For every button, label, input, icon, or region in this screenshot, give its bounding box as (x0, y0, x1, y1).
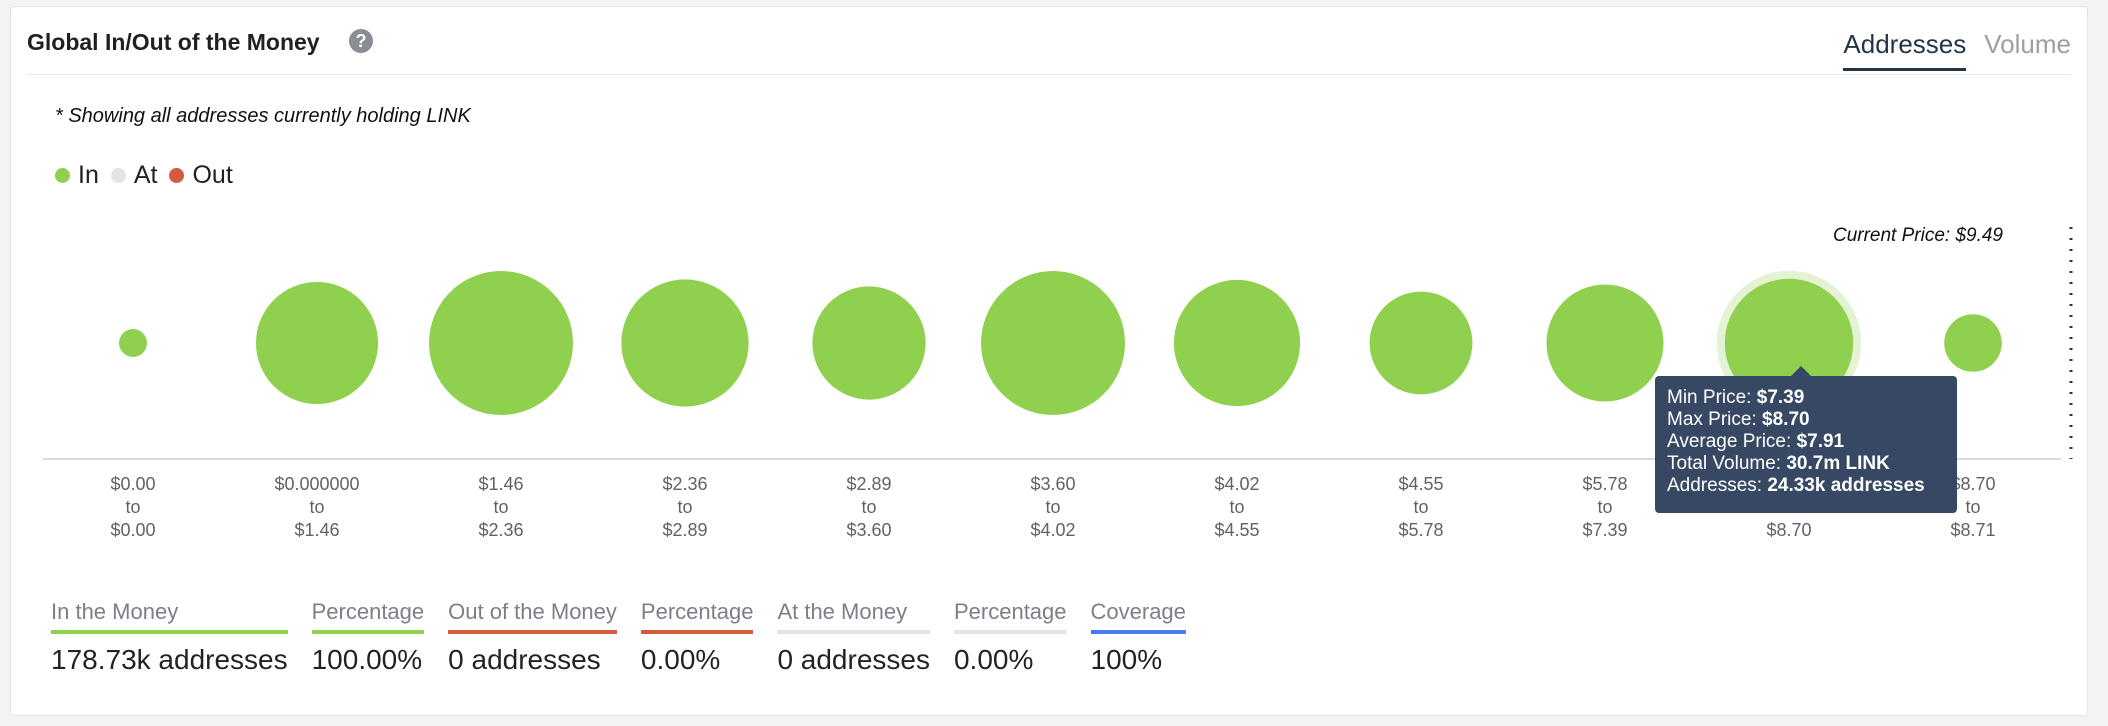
legend-dot-at (110, 168, 126, 183)
x-tick-label: $0.00 (110, 520, 155, 540)
in-out-money-panel: Global In/Out of the Money ? Addresses V… (10, 6, 2088, 716)
tooltip-min-price: Min Price: $7.39 (1667, 387, 1805, 408)
stat-value: 0.00% (953, 644, 1034, 675)
legend-item-at[interactable]: At (110, 161, 158, 190)
x-tick-label: $8.71 (1950, 520, 1995, 540)
x-tick-label: to (861, 497, 876, 517)
x-tick-label: $1.46 (294, 520, 339, 540)
stat-value: 0 addresses (448, 644, 601, 675)
x-tick-label: $8.70 (1766, 520, 1811, 540)
stat-value: 100.00% (311, 644, 423, 675)
stat-at-percentage: Percentage 0.00% (953, 599, 1067, 676)
header-divider (27, 74, 2071, 75)
stat-label: Coverage (1090, 599, 1186, 634)
bubble-1[interactable] (255, 281, 379, 405)
stat-value: 0 addresses (777, 644, 930, 675)
panel-header: Global In/Out of the Money ? Addresses V… (11, 7, 2087, 77)
stat-label: In the Money (51, 599, 288, 634)
stat-label: Out of the Money (448, 599, 617, 634)
x-tick-label: $4.02 (1030, 520, 1075, 540)
current-price-label: Current Price: $9.49 (1833, 225, 2003, 246)
x-tick-label: to (1045, 497, 1060, 517)
stat-label: Percentage (311, 599, 425, 634)
stat-in-the-money: In the Money 178.73k addresses (51, 599, 288, 676)
x-tick-label: $3.60 (1030, 474, 1075, 494)
x-tick-label: $2.36 (478, 520, 523, 540)
bubble-5[interactable] (981, 271, 1125, 415)
bubble-0[interactable] (119, 329, 147, 357)
tooltip-max-price: Max Price: $8.70 (1667, 409, 1810, 430)
bubble-8[interactable] (1546, 284, 1664, 402)
bubble-4[interactable] (812, 286, 926, 400)
question-circle-icon[interactable]: ? (349, 29, 373, 53)
tab-volume[interactable]: Volume (1984, 29, 2071, 59)
legend-label-at: At (133, 161, 158, 189)
summary-stats: In the Money 178.73k addresses Percentag… (51, 599, 1186, 676)
stat-value: 178.73k addresses (51, 644, 288, 675)
x-tick-label: to (125, 497, 140, 517)
view-tabs: Addresses Volume (1843, 29, 2071, 71)
x-tick-label: $4.02 (1214, 474, 1259, 494)
x-tick-label: to (309, 497, 324, 517)
tooltip-addresses: Addresses: 24.33k addresses (1667, 475, 1925, 496)
bubble-3[interactable] (621, 279, 749, 407)
x-tick-label: $5.78 (1582, 474, 1627, 494)
legend-label-out: Out (192, 161, 233, 189)
stat-at-the-money: At the Money 0 addresses (777, 599, 930, 676)
legend-item-in[interactable]: In (55, 161, 99, 190)
stat-in-percentage: Percentage 100.00% (311, 599, 425, 676)
stat-value: 100% (1090, 644, 1163, 675)
stat-coverage: Coverage 100% (1090, 599, 1186, 676)
x-tick-label: $4.55 (1214, 520, 1259, 540)
stat-out-percentage: Percentage 0.00% (640, 599, 754, 676)
bubble-2[interactable] (429, 271, 573, 415)
legend-dot-in (55, 168, 70, 183)
legend-item-out[interactable]: Out (169, 161, 233, 190)
x-tick-label: to (677, 497, 692, 517)
chart-legend: In At Out (55, 161, 233, 190)
stat-label: Percentage (953, 599, 1067, 634)
x-tick-label: $8.70 (1950, 474, 1995, 494)
stat-label: At the Money (777, 599, 930, 634)
x-tick-label: $5.78 (1398, 520, 1443, 540)
x-tick-label: $1.46 (478, 474, 523, 494)
x-tick-label: $2.89 (662, 520, 707, 540)
tooltip-average-price: Average Price: $7.91 (1667, 431, 1845, 452)
x-tick-label: $2.89 (846, 474, 891, 494)
x-tick-label: $2.36 (662, 474, 707, 494)
bubble-10[interactable] (1944, 314, 2002, 372)
x-tick-label: $0.00 (110, 474, 155, 494)
stat-value: 0.00% (640, 644, 721, 675)
x-tick-label: to (493, 497, 508, 517)
holding-note: * Showing all addresses currently holdin… (55, 105, 471, 127)
legend-label-in: In (78, 161, 99, 189)
bubble-6[interactable] (1173, 279, 1301, 407)
bubble-7[interactable] (1369, 291, 1473, 395)
page-title: Global In/Out of the Money (27, 29, 320, 55)
tab-addresses[interactable]: Addresses (1843, 29, 1967, 71)
legend-dot-out (169, 168, 185, 183)
bubble-9[interactable] (1724, 278, 1854, 408)
bubble-tooltip: Min Price: $7.39 Max Price: $8.70 Averag… (1655, 366, 1957, 513)
tooltip-total-volume: Total Volume: 30.7m LINK (1667, 453, 1890, 474)
x-tick-label: $0.000000 (274, 474, 359, 494)
x-tick-label: to (1597, 497, 1612, 517)
x-tick-label: $7.39 (1582, 520, 1627, 540)
x-tick-label: to (1413, 497, 1428, 517)
stat-label: Percentage (640, 599, 754, 634)
x-tick-label: $3.60 (846, 520, 891, 540)
x-tick-label: to (1229, 497, 1244, 517)
x-tick-label: to (1965, 497, 1980, 517)
stat-out-of-the-money: Out of the Money 0 addresses (448, 599, 617, 676)
x-tick-label: $4.55 (1398, 474, 1443, 494)
